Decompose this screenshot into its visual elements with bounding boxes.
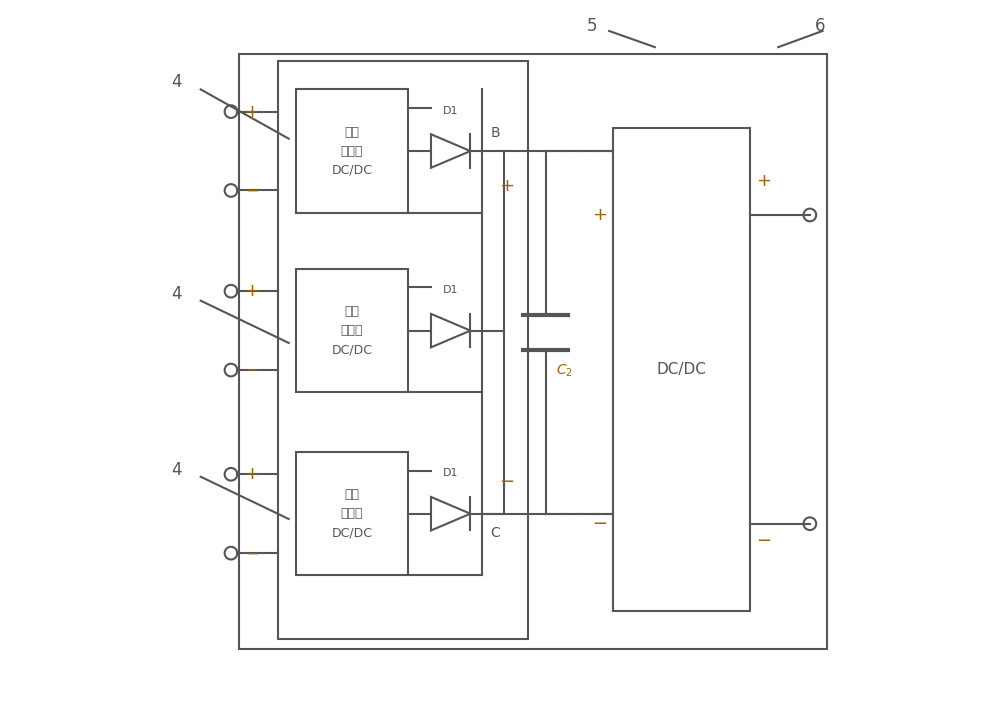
- Text: +: +: [500, 177, 515, 195]
- Text: DC/DC: DC/DC: [656, 362, 706, 377]
- Polygon shape: [431, 497, 470, 530]
- Bar: [296, 269, 408, 392]
- Text: −: −: [245, 544, 259, 562]
- Text: 4: 4: [171, 461, 181, 479]
- Polygon shape: [431, 134, 470, 168]
- Bar: [278, 62, 528, 638]
- Bar: [613, 128, 750, 611]
- Text: +: +: [592, 206, 607, 224]
- Text: −: −: [245, 182, 259, 199]
- Text: +: +: [245, 282, 260, 300]
- Text: −: −: [756, 532, 771, 550]
- Text: 5: 5: [586, 17, 597, 35]
- Text: 6: 6: [815, 17, 826, 35]
- Text: −: −: [245, 361, 259, 379]
- Text: +: +: [756, 173, 771, 190]
- Text: 4: 4: [171, 74, 181, 91]
- Text: C: C: [490, 527, 500, 540]
- Text: −: −: [499, 473, 515, 491]
- Text: −: −: [592, 515, 608, 532]
- Text: +: +: [245, 103, 260, 121]
- Bar: [239, 54, 827, 649]
- Text: 固定
占空比
DC/DC: 固定 占空比 DC/DC: [332, 489, 373, 539]
- Text: 固定
占空比
DC/DC: 固定 占空比 DC/DC: [332, 305, 373, 356]
- Bar: [296, 452, 408, 575]
- Text: D1: D1: [443, 286, 458, 296]
- Text: B: B: [490, 127, 500, 141]
- Bar: [296, 89, 408, 213]
- Text: D1: D1: [443, 469, 458, 479]
- Text: 固定
占空比
DC/DC: 固定 占空比 DC/DC: [332, 126, 373, 177]
- Text: 4: 4: [171, 285, 181, 303]
- Polygon shape: [431, 314, 470, 347]
- Text: +: +: [245, 465, 260, 484]
- Text: $C_2$: $C_2$: [556, 363, 573, 380]
- Text: D1: D1: [443, 106, 458, 116]
